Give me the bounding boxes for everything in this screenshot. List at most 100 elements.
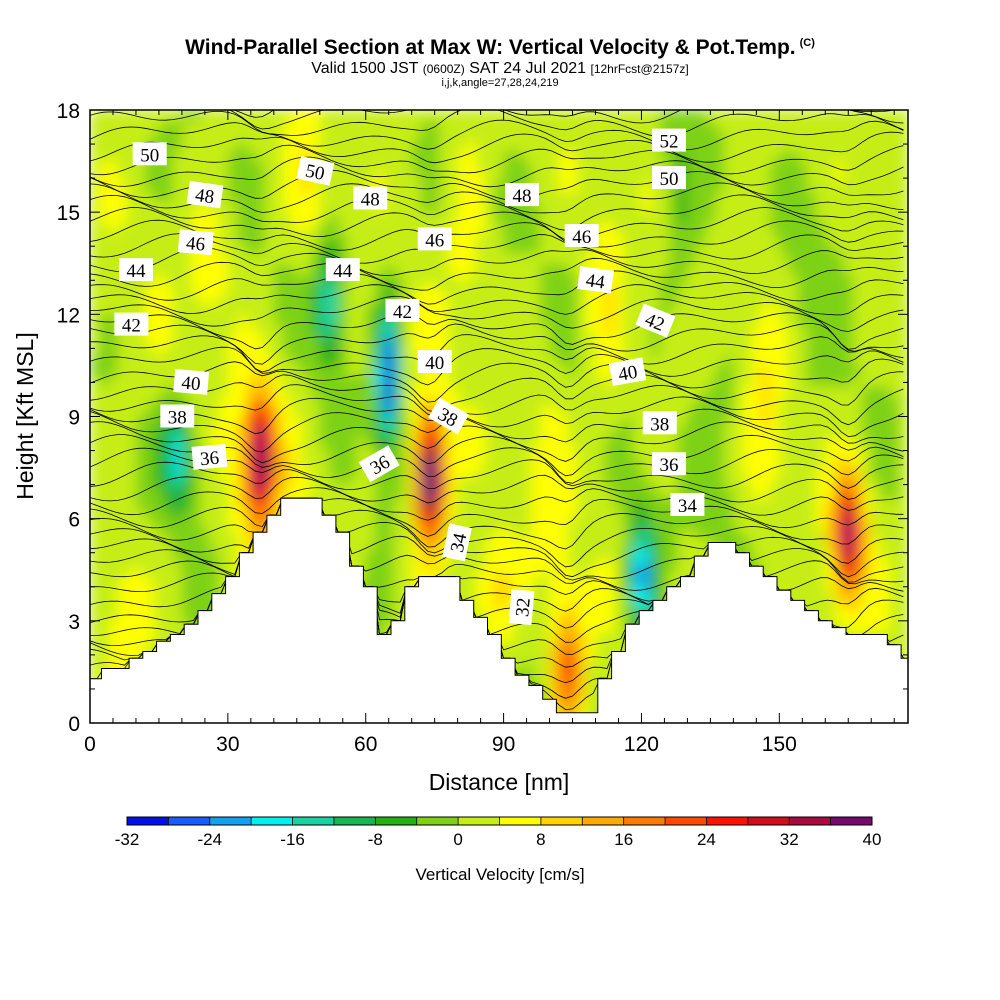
theta-contour-line — [90, 474, 904, 504]
contour-label-text: 52 — [660, 132, 679, 153]
color-bar-title: Vertical Velocity [cm/s] — [415, 865, 584, 884]
y-tick-label: 3 — [68, 611, 80, 634]
x-axis-label: Distance [nm] — [429, 769, 570, 795]
contour-label: 46 — [564, 224, 599, 248]
color-bar-swatch — [540, 817, 583, 825]
contour-label: 52 — [652, 128, 686, 153]
theta-contour-line — [90, 311, 904, 350]
color-bar-tick-label: -32 — [115, 830, 140, 849]
theta-contour-line — [90, 257, 904, 291]
theta-contour-line — [90, 131, 904, 164]
potential-temperature-contours — [90, 110, 904, 711]
theta-contour-line — [90, 384, 904, 426]
subtitle-forecast: [12hrFcst@2157z] — [590, 62, 689, 76]
contour-label: 48 — [186, 180, 224, 209]
theta-contour-line — [90, 497, 904, 583]
contour-labels: 50 48 46 44 42 40 38 36 50 48 46 44 42 40 38 36 34 32 52 50… — [114, 128, 705, 626]
theta-contour-line — [90, 421, 904, 464]
theta-contour-line — [90, 156, 904, 188]
contour-label: 32 — [508, 589, 535, 626]
contour-label-text: 34 — [447, 531, 472, 554]
contour-label-text: 50 — [660, 169, 679, 190]
contour-label: 46 — [177, 229, 214, 256]
theta-contour-line — [90, 497, 904, 537]
color-bar-swatch — [499, 817, 542, 825]
color-bar-swatch — [209, 817, 252, 825]
contour-label-text: 38 — [650, 414, 669, 435]
subtitle-date: SAT 24 Jul 2021 — [469, 60, 587, 77]
color-bar-swatch — [706, 817, 749, 825]
color-bar-swatch — [168, 817, 211, 825]
contour-label: 40 — [417, 350, 452, 374]
theta-contour-line — [90, 497, 904, 550]
y-tick-label: 15 — [57, 202, 80, 225]
contour-label-text: 44 — [584, 270, 606, 294]
theta-contour-line — [90, 459, 904, 491]
theta-contour-line — [90, 119, 904, 151]
contour-label-text: 48 — [513, 186, 532, 207]
theta-contour-line — [90, 295, 904, 332]
y-tick-label: 0 — [68, 713, 80, 736]
theta-contour-line — [90, 144, 904, 176]
color-bar-swatch — [789, 817, 831, 825]
contour-label: 38 — [428, 397, 470, 435]
chart-title: Wind-Parallel Section at Max W: Vertical… — [185, 36, 815, 59]
contour-label: 46 — [417, 227, 452, 251]
contour-label-text: 46 — [185, 233, 206, 256]
color-bar-swatch — [665, 817, 707, 825]
theta-contour-line — [90, 346, 904, 386]
x-tick-label: 150 — [762, 733, 797, 756]
contour-label-text: 48 — [361, 190, 380, 211]
theta-contour-line — [90, 207, 904, 242]
x-tick-label: 30 — [216, 733, 239, 756]
contour-label: 40 — [608, 357, 647, 386]
color-bar-tick-label: -16 — [280, 830, 305, 849]
contour-label: 44 — [577, 266, 615, 294]
contour-label-text: 40 — [617, 362, 639, 386]
contour-label-text: 36 — [199, 448, 220, 471]
contour-label-text: 48 — [194, 185, 216, 208]
color-bar-tick-label: -8 — [368, 830, 383, 849]
contour-label: 48 — [353, 186, 388, 211]
x-tick-label: 60 — [354, 733, 377, 756]
copyright-tag: (C) — [799, 37, 815, 49]
color-bar-swatch — [251, 817, 293, 825]
theta-contour-line — [90, 408, 904, 453]
terrain-profile — [89, 497, 909, 724]
contour-label-text: 50 — [303, 161, 326, 185]
color-bar-tick-label: 40 — [863, 830, 882, 849]
contour-label: 34 — [670, 493, 705, 517]
chart-indices: i,j,k,angle=27,28,24,219 — [441, 77, 559, 89]
y-tick-label: 18 — [57, 100, 80, 123]
color-bar-tick-label: 8 — [536, 830, 545, 849]
color-bar-swatch — [830, 817, 873, 825]
contour-label: 44 — [119, 258, 153, 282]
theta-contour-line — [90, 358, 904, 403]
contour-label-text: 42 — [122, 316, 141, 337]
subtitle-valid: Valid 1500 JST — [311, 60, 419, 77]
y-axis-label: Height [Kft MSL] — [12, 332, 38, 499]
color-bar-tick-label: 32 — [780, 830, 799, 849]
color-bar-swatch — [623, 817, 666, 825]
theta-contour-line — [90, 270, 904, 305]
contour-label-text: 42 — [393, 302, 412, 323]
y-tick-label: 12 — [57, 304, 80, 327]
y-tick-label: 9 — [68, 407, 80, 430]
contour-label-text: 36 — [660, 455, 679, 476]
theta-contour-line — [90, 323, 904, 365]
color-bar-swatch — [747, 817, 790, 825]
chart-subtitle: Valid 1500 JST (0600Z) SAT 24 Jul 2021 [… — [0, 60, 1000, 78]
theta-contour-line — [90, 182, 904, 214]
theta-contour-line — [90, 396, 904, 438]
contour-label: 38 — [160, 404, 195, 429]
contour-label-text: 46 — [572, 227, 591, 248]
color-bar-swatch — [292, 817, 335, 825]
y-tick-label: 6 — [68, 509, 80, 532]
theta-contour-line — [90, 334, 904, 373]
theta-contour-line — [90, 497, 904, 568]
contour-label: 42 — [385, 298, 420, 323]
contour-label-text: 44 — [333, 261, 353, 282]
contour-label: 48 — [505, 183, 539, 207]
theta-contour-line — [90, 247, 904, 276]
